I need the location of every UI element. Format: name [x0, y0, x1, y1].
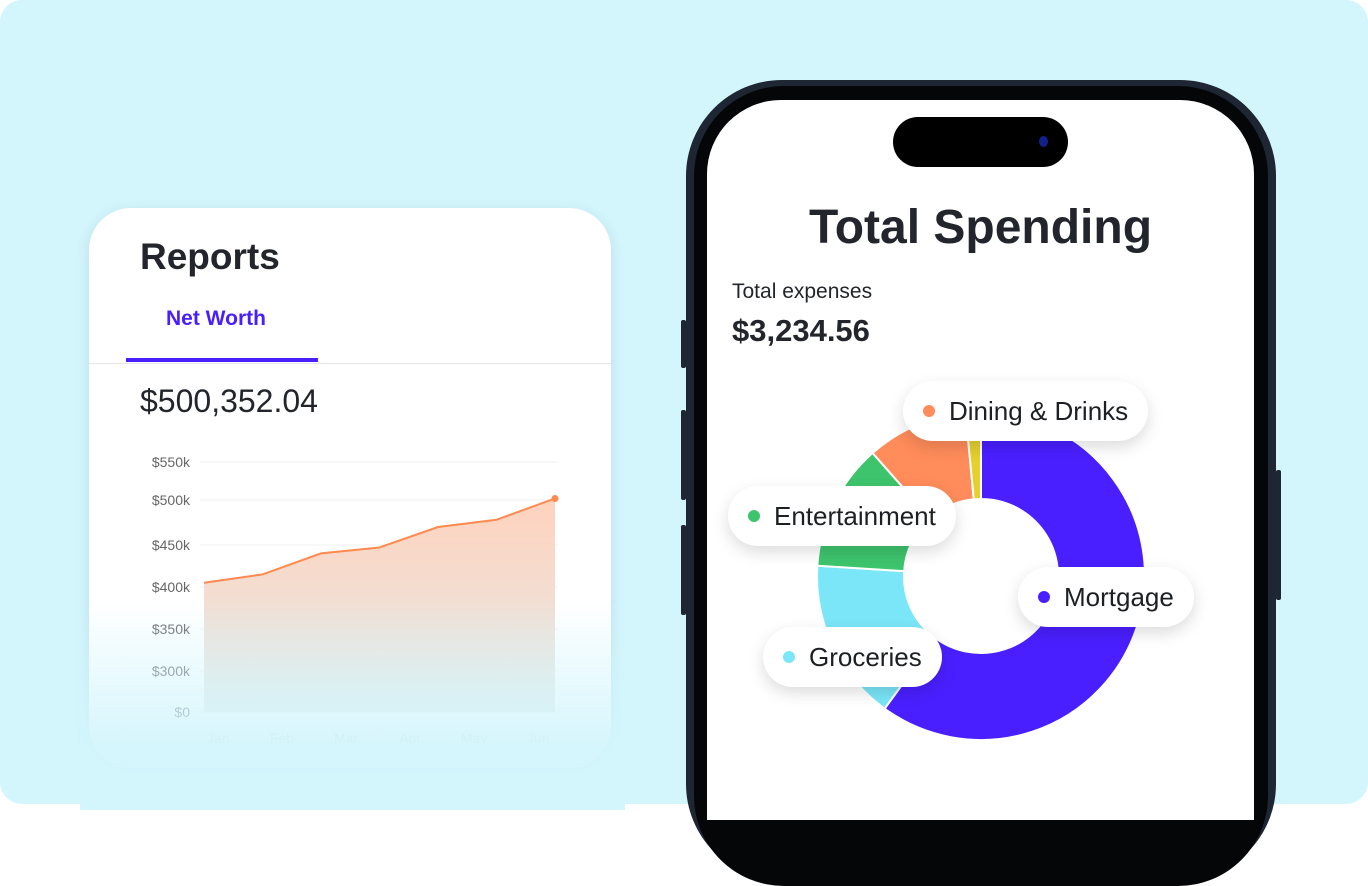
legend-dot	[1038, 591, 1050, 603]
legend-dot	[748, 510, 760, 522]
legend-label: Mortgage	[1064, 582, 1174, 613]
legend-dot	[923, 405, 935, 417]
legend-dot	[783, 651, 795, 663]
spending-donut-chart	[0, 0, 1368, 804]
legend-entertainment[interactable]: Entertainment	[728, 486, 956, 546]
legend-label: Dining & Drinks	[949, 396, 1128, 427]
legend-mortgage[interactable]: Mortgage	[1018, 567, 1194, 627]
legend-label: Entertainment	[774, 501, 936, 532]
legend-label: Groceries	[809, 642, 922, 673]
legend-dining-drinks[interactable]: Dining & Drinks	[903, 381, 1148, 441]
legend-groceries[interactable]: Groceries	[763, 627, 942, 687]
